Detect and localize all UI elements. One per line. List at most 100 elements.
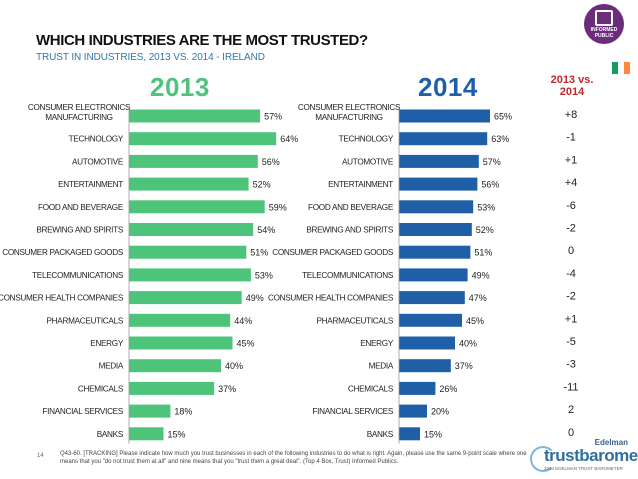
informed-public-badge: INFORMED PUBLIC — [584, 4, 624, 44]
bar-2013-food-and-beverage — [129, 200, 265, 214]
difference-value-entertainment: +4 — [565, 177, 578, 189]
category-label-2013-technology: TECHNOLOGY — [69, 135, 124, 144]
value-label-2014-chemicals: 26% — [439, 384, 457, 394]
value-label-2014-pharmaceuticals: 45% — [466, 316, 484, 326]
bar-2014-banks — [399, 427, 420, 441]
category-label-2014-media: MEDIA — [369, 362, 394, 371]
bar-2014-consumer-electronics-manufacturing — [399, 109, 490, 123]
difference-value-energy: -5 — [566, 336, 576, 348]
value-label-2014-food-and-beverage: 53% — [477, 202, 495, 212]
category-label-2014-brewing-and-spirits: BREWING AND SPIRITS — [306, 226, 393, 235]
value-label-2013-financial-services: 18% — [174, 407, 192, 417]
category-label-2013-pharmaceuticals: PHARMACEUTICALS — [47, 316, 124, 325]
difference-value-telecommunications: -4 — [566, 268, 576, 280]
bar-2013-media — [129, 359, 221, 373]
bar-2013-pharmaceuticals — [129, 313, 231, 327]
category-label-2014-telecommunications: TELECOMMUNICATIONS — [302, 271, 394, 280]
value-label-2014-brewing-and-spirits: 52% — [476, 225, 494, 235]
bar-2014-food-and-beverage — [399, 200, 474, 214]
value-label-2013-energy: 45% — [237, 339, 255, 349]
bar-2013-telecommunications — [129, 268, 251, 282]
value-label-2014-energy: 40% — [459, 339, 477, 349]
category-label-2013-banks: BANKS — [97, 430, 124, 439]
category-label-2014-consumer-packaged-goods: CONSUMER PACKAGED GOODS — [272, 248, 394, 257]
category-label-2014-automotive: AUTOMOTIVE — [342, 157, 394, 166]
value-label-2013-telecommunications: 53% — [255, 270, 273, 280]
flag-stripe-green — [612, 62, 618, 74]
page-title: WHICH INDUSTRIES ARE THE MOST TRUSTED? — [36, 32, 368, 49]
category-label-2014-technology: TECHNOLOGY — [339, 135, 394, 144]
logo-subtitle: 2014 EDELMAN TRUST BAROMETER — [544, 466, 623, 471]
difference-value-financial-services: 2 — [568, 404, 574, 416]
value-label-2014-entertainment: 56% — [481, 180, 499, 190]
bar-2014-consumer-health-companies — [399, 291, 465, 305]
value-label-2014-financial-services: 20% — [431, 407, 449, 417]
bar-2013-entertainment — [129, 177, 249, 191]
difference-header-line2: 2014 — [559, 86, 585, 98]
value-label-2013-media: 40% — [225, 361, 243, 371]
difference-value-consumer-electronics-manufacturing: +8 — [565, 109, 578, 121]
difference-value-automotive: +1 — [565, 154, 578, 166]
difference-value-banks: 0 — [568, 427, 574, 439]
category-label-2013-financial-services: FINANCIAL SERVICES — [42, 407, 123, 416]
difference-value-technology: -1 — [566, 132, 576, 144]
category-label-2013-chemicals: CHEMICALS — [78, 384, 124, 393]
category-label-2013-entertainment: ENTERTAINMENT — [58, 180, 123, 189]
bar-2014-energy — [399, 336, 455, 350]
flag-stripe-white — [618, 62, 624, 74]
bar-2013-financial-services — [129, 404, 171, 418]
value-label-2014-technology: 63% — [491, 134, 509, 144]
bar-2013-brewing-and-spirits — [129, 223, 254, 236]
value-label-2013-brewing-and-spirits: 54% — [257, 225, 275, 235]
bar-2014-consumer-packaged-goods — [399, 245, 471, 259]
category-label-2013-automotive: AUTOMOTIVE — [72, 157, 124, 166]
bar-2014-brewing-and-spirits — [399, 223, 472, 236]
difference-value-pharmaceuticals: +1 — [565, 313, 578, 325]
trust-barometer-logo: Edelman trustbarometer 2014 EDELMAN TRUS… — [530, 438, 638, 476]
bar-2014-media — [399, 359, 451, 373]
bar-2013-chemicals — [129, 381, 215, 395]
bar-2014-pharmaceuticals — [399, 313, 462, 327]
bar-2013-consumer-health-companies — [129, 291, 242, 305]
value-label-2013-technology: 64% — [280, 134, 298, 144]
ireland-flag-icon — [612, 62, 630, 74]
value-label-2014-consumer-electronics-manufacturing: 65% — [494, 112, 512, 122]
category-label-2014-banks: BANKS — [367, 430, 394, 439]
category-label-2013-energy: ENERGY — [90, 339, 124, 348]
category-label-2014-energy: ENERGY — [360, 339, 394, 348]
value-label-2013-food-and-beverage: 59% — [269, 202, 287, 212]
category-label-2014-food-and-beverage: FOOD AND BEVERAGE — [308, 203, 394, 212]
value-label-2014-automotive: 57% — [483, 157, 501, 167]
bar-2014-chemicals — [399, 381, 436, 395]
category-label-2014-financial-services: FINANCIAL SERVICES — [312, 407, 393, 416]
category-label-2013-brewing-and-spirits: BREWING AND SPIRITS — [36, 226, 123, 235]
badge-label: INFORMED PUBLIC — [590, 26, 618, 39]
category-label-2013-telecommunications: TELECOMMUNICATIONS — [32, 271, 124, 280]
value-label-2014-telecommunications: 49% — [472, 270, 490, 280]
bar-2014-entertainment — [399, 177, 478, 191]
bar-2013-banks — [129, 427, 164, 441]
category-label-2014-consumer-electronics-manufacturing: CONSUMER ELECTRONICS MANUFACTURING — [298, 103, 401, 122]
page-subtitle: TRUST IN INDUSTRIES, 2013 VS. 2014 - IRE… — [36, 52, 265, 63]
value-label-2013-automotive: 56% — [262, 157, 280, 167]
value-label-2014-consumer-health-companies: 47% — [469, 293, 487, 303]
bar-2014-technology — [399, 132, 488, 146]
category-label-2013-consumer-health-companies: CONSUMER HEALTH COMPANIES — [0, 294, 124, 303]
bar-2013-energy — [129, 336, 233, 350]
category-label-2014-entertainment: ENTERTAINMENT — [328, 180, 393, 189]
difference-value-media: -3 — [566, 359, 576, 371]
category-label-2013-consumer-electronics-manufacturing: CONSUMER ELECTRONICS MANUFACTURING — [28, 103, 131, 122]
category-label-2013-media: MEDIA — [99, 362, 124, 371]
logo-ring-icon — [530, 446, 556, 472]
value-label-2013-pharmaceuticals: 44% — [234, 316, 252, 326]
value-label-2014-media: 37% — [455, 361, 473, 371]
bar-2014-automotive — [399, 154, 479, 168]
value-label-2013-banks: 15% — [168, 429, 186, 439]
value-label-2013-consumer-packaged-goods: 51% — [250, 248, 268, 258]
bar-2013-consumer-packaged-goods — [129, 245, 247, 259]
bar-2014-financial-services — [399, 404, 427, 418]
value-label-2013-consumer-electronics-manufacturing: 57% — [264, 112, 282, 122]
difference-value-consumer-packaged-goods: 0 — [568, 245, 574, 257]
bar-2013-technology — [129, 132, 277, 146]
